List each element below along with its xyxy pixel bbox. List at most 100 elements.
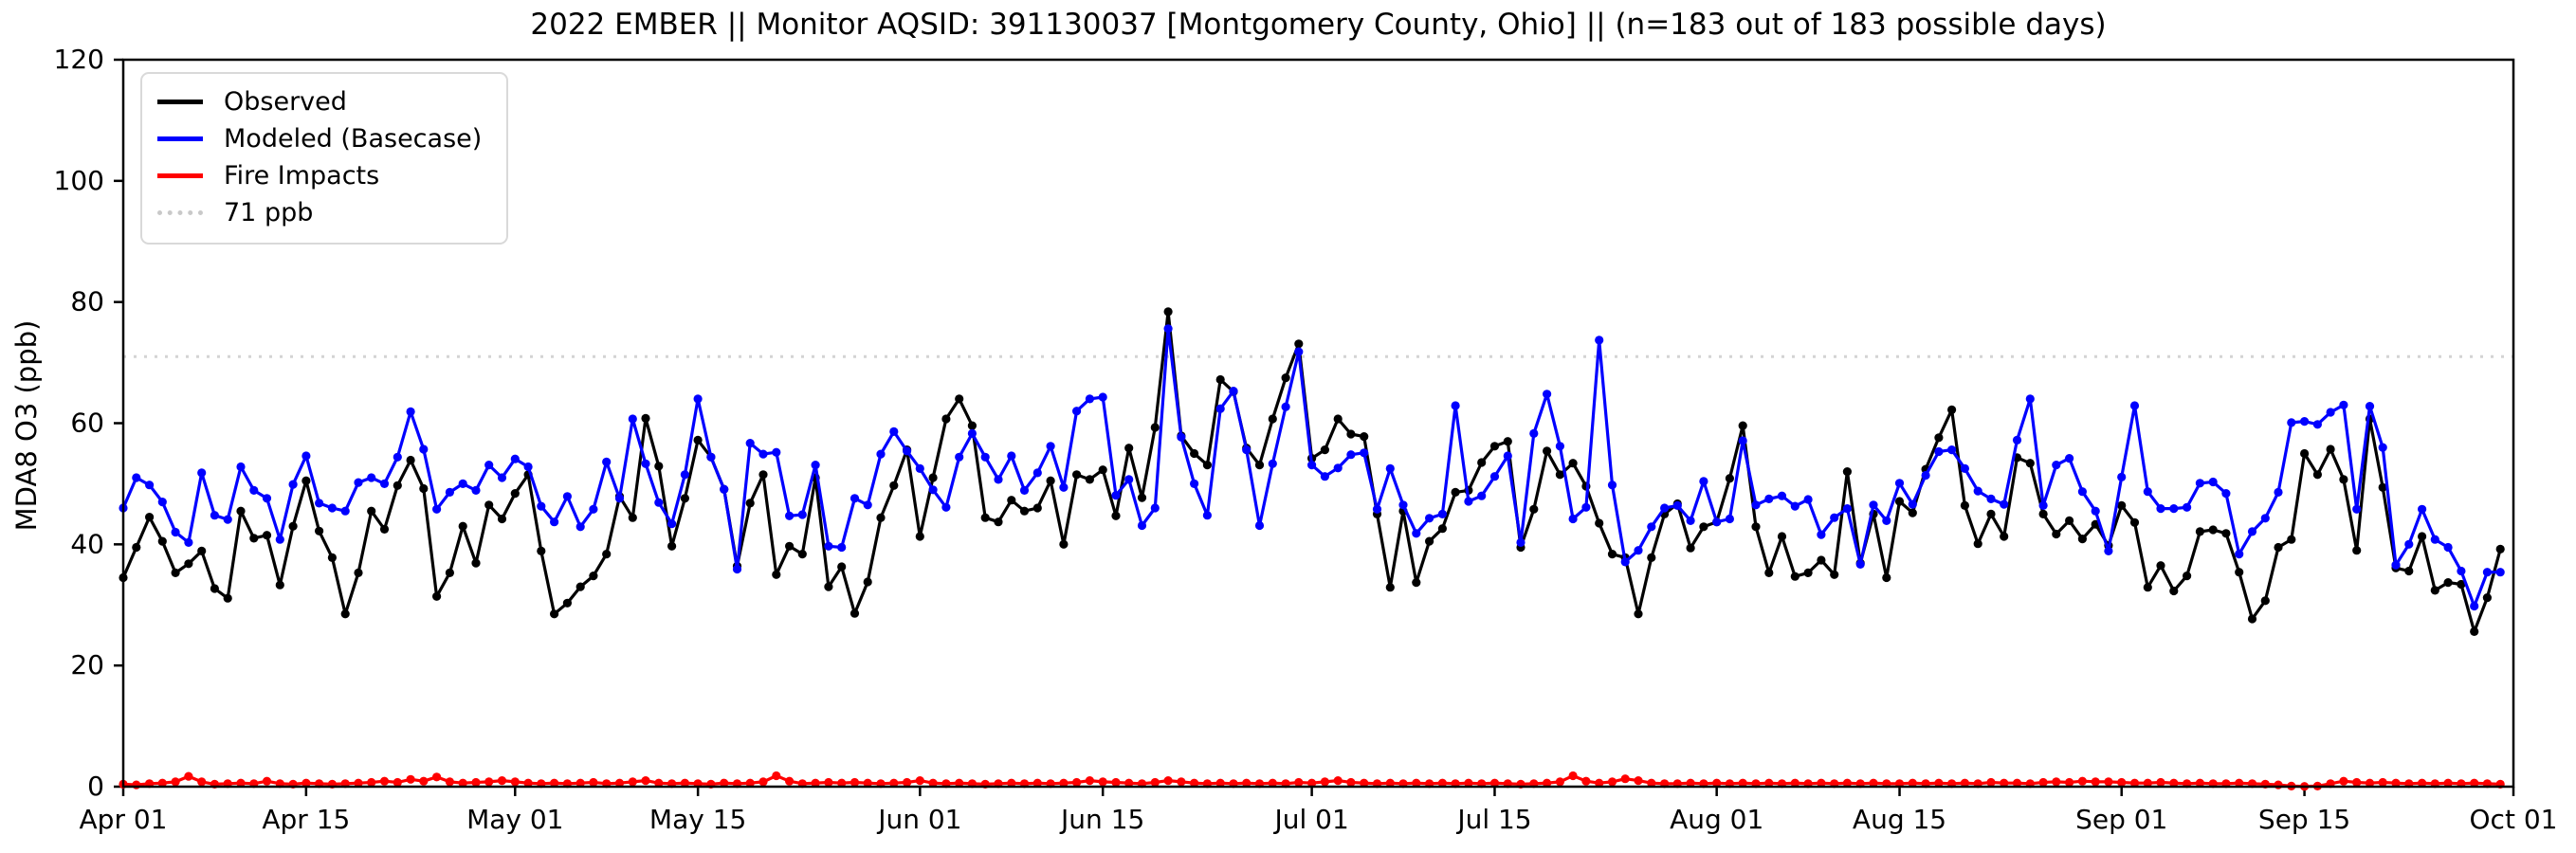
- modeled-point: [680, 470, 690, 480]
- observed-point: [471, 558, 481, 568]
- observed-point: [758, 470, 768, 480]
- observed-point: [249, 534, 259, 543]
- modeled-point: [1098, 392, 1107, 402]
- fire-point: [850, 777, 860, 788]
- modeled-point: [1360, 448, 1369, 458]
- fire-point: [955, 778, 964, 788]
- modeled-point: [641, 459, 650, 468]
- fire-point: [1555, 777, 1564, 787]
- fire-point: [1412, 778, 1421, 788]
- fire-point: [785, 776, 795, 786]
- observed-point: [210, 584, 219, 593]
- modeled-point: [2470, 601, 2479, 611]
- fire-point: [837, 778, 847, 788]
- fire-point: [811, 778, 820, 788]
- observed-point: [2000, 532, 2009, 541]
- modeled-point: [1489, 472, 1500, 481]
- fire-point: [2104, 777, 2113, 787]
- fire-point: [1177, 777, 1186, 787]
- modeled-point: [1150, 503, 1160, 513]
- modeled-point: [2208, 477, 2218, 487]
- modeled-point: [2378, 443, 2387, 452]
- observed-point: [1842, 467, 1852, 477]
- observed-point: [772, 570, 781, 579]
- modeled-point: [1177, 432, 1186, 442]
- modeled-point: [2052, 461, 2061, 470]
- modeled-point: [379, 479, 390, 488]
- modeled-point: [1477, 491, 1487, 500]
- modeled-point: [210, 511, 219, 520]
- y-tick-label: 120: [54, 44, 104, 75]
- observed-point: [1830, 570, 1839, 579]
- modeled-point: [1281, 402, 1290, 411]
- modeled-point: [797, 510, 807, 519]
- x-tick-label: Jul 15: [1455, 804, 1531, 835]
- modeled-point: [889, 426, 899, 436]
- modeled-point: [354, 478, 363, 487]
- x-tick-label: May 01: [466, 804, 563, 835]
- modeled-point: [275, 535, 284, 544]
- modeled-point: [1333, 463, 1343, 473]
- modeled-point: [1385, 463, 1395, 473]
- modeled-point: [2339, 400, 2348, 409]
- fire-point: [2470, 778, 2479, 788]
- observed-point: [1046, 476, 1055, 485]
- modeled-point: [406, 407, 415, 416]
- modeled-point: [315, 499, 324, 508]
- fire-point: [1738, 778, 1747, 788]
- modeled-point: [340, 506, 350, 516]
- observed-point: [1111, 511, 1121, 520]
- fire-point: [236, 778, 246, 788]
- fire-point: [745, 778, 755, 788]
- fire-point: [1268, 778, 1277, 788]
- modeled-point: [419, 445, 429, 454]
- legend-item-fire: Fire Impacts: [157, 157, 482, 194]
- observed-point: [2208, 525, 2218, 535]
- fire-line-swatch: [157, 173, 203, 178]
- modeled-point: [2235, 550, 2244, 559]
- threshold-line-swatch: [157, 210, 203, 215]
- modeled-point: [980, 452, 990, 462]
- observed-point: [915, 532, 924, 541]
- modeled-point: [824, 541, 833, 551]
- observed-point: [667, 541, 677, 551]
- fire-point: [2038, 777, 2048, 788]
- modeled-point: [132, 473, 141, 482]
- modeled-point: [706, 452, 716, 462]
- modeled-point: [262, 494, 272, 503]
- observed-point: [2470, 626, 2479, 637]
- modeled-point: [745, 439, 755, 448]
- modeled-point: [2391, 560, 2401, 570]
- modeled-point: [1581, 502, 1591, 512]
- observed-point: [1425, 536, 1434, 546]
- observed-point: [1072, 470, 1082, 480]
- x-tick-label: Jun 15: [1059, 804, 1144, 835]
- modeled-point: [1437, 509, 1447, 519]
- fire-point: [2052, 777, 2061, 787]
- modeled-point: [1254, 520, 1265, 531]
- observed-point: [406, 455, 415, 465]
- legend-item-observed: Observed: [157, 83, 482, 120]
- fire-point: [2274, 780, 2283, 789]
- modeled-point: [2312, 420, 2322, 429]
- modeled-point: [2129, 401, 2140, 410]
- modeled-point: [2104, 546, 2113, 556]
- observed-point: [1320, 445, 1329, 455]
- observed-point: [1489, 442, 1500, 451]
- observed-point: [824, 582, 833, 591]
- x-tick-label: Apr 15: [262, 804, 350, 835]
- modeled-point: [1412, 529, 1421, 538]
- modeled-point: [614, 494, 625, 503]
- observed-point: [1699, 522, 1708, 532]
- modeled-point: [2418, 504, 2427, 514]
- modeled-point: [628, 414, 637, 424]
- fire-point: [1059, 778, 1069, 788]
- fire-point: [1007, 778, 1016, 788]
- observed-point: [445, 568, 454, 578]
- observed-point: [367, 506, 376, 516]
- fire-point: [1294, 777, 1304, 788]
- modeled-point: [654, 498, 664, 507]
- fire-point: [471, 777, 481, 788]
- modeled-point: [1464, 497, 1473, 506]
- modeled-point: [1425, 514, 1434, 523]
